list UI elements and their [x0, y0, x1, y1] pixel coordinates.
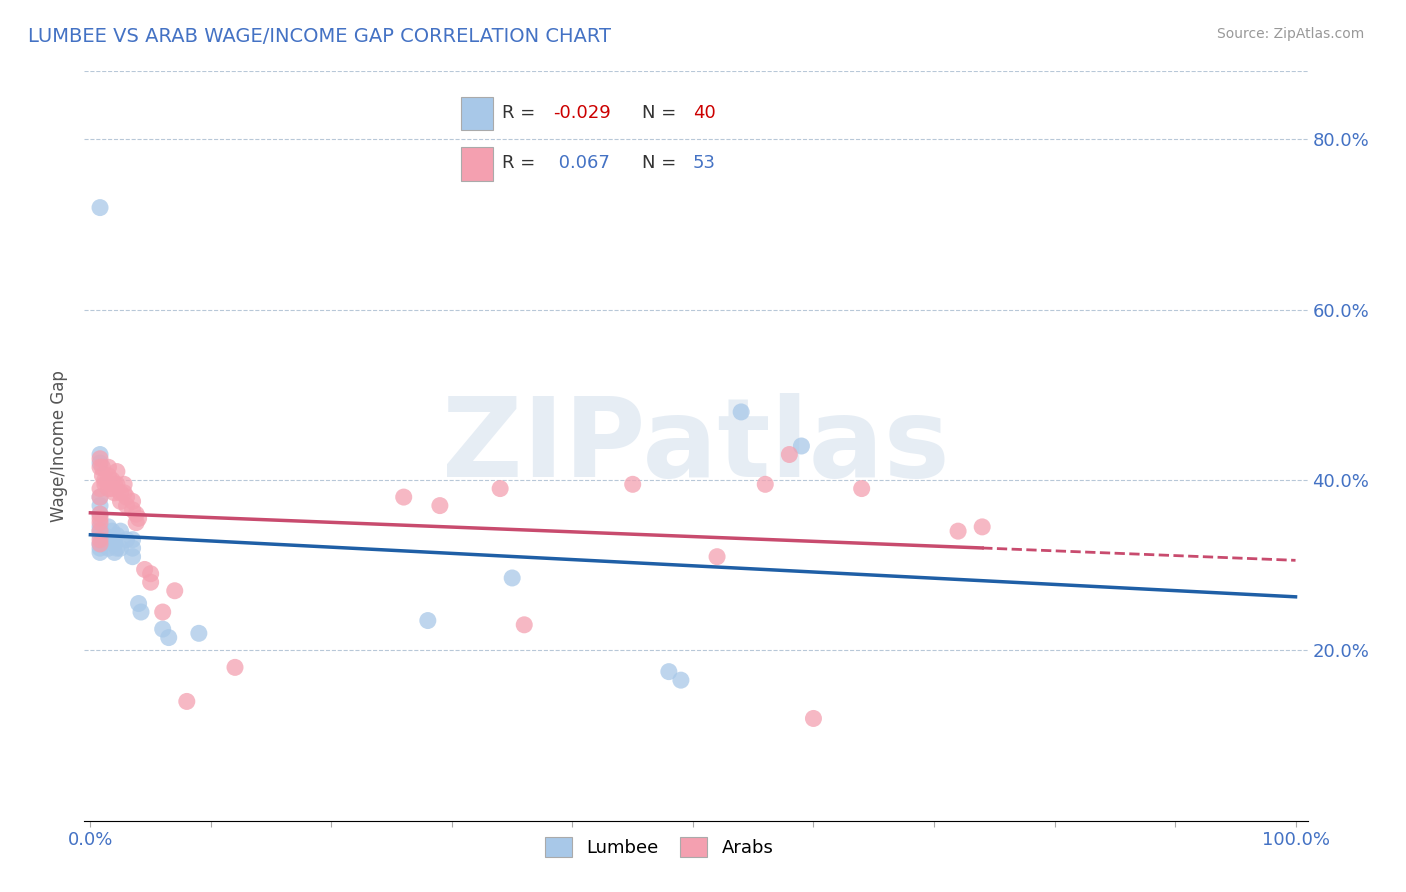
Text: ZIPatlas: ZIPatlas [441, 392, 950, 500]
Point [754, 477, 776, 491]
Point [89, 511, 111, 525]
Point [91, 460, 114, 475]
Point [658, 665, 681, 679]
Point [89, 507, 111, 521]
Point [157, 631, 180, 645]
Point [103, 537, 125, 551]
Point [101, 533, 124, 547]
Point [89, 541, 111, 556]
Point [121, 503, 143, 517]
Point [946, 524, 969, 538]
Point [97, 482, 120, 496]
Point [115, 499, 138, 513]
Point [778, 448, 800, 462]
Point [97, 541, 120, 556]
Point [972, 520, 994, 534]
Point [105, 528, 128, 542]
Point [187, 626, 209, 640]
Point [97, 468, 120, 483]
Text: LUMBEE VS ARAB WAGE/INCOME GAP CORRELATION CHART: LUMBEE VS ARAB WAGE/INCOME GAP CORRELATI… [28, 27, 612, 45]
Point [224, 660, 246, 674]
Point [429, 499, 451, 513]
Point [89, 537, 111, 551]
Point [94, 473, 117, 487]
Point [105, 465, 128, 479]
Point [790, 439, 813, 453]
Point [121, 494, 143, 508]
Point [121, 549, 143, 564]
Point [152, 622, 174, 636]
Point [416, 614, 439, 628]
Point [89, 490, 111, 504]
Y-axis label: Wage/Income Gap: Wage/Income Gap [51, 370, 69, 522]
Point [110, 494, 132, 508]
Point [110, 541, 132, 556]
Text: Source: ZipAtlas.com: Source: ZipAtlas.com [1216, 27, 1364, 41]
Point [89, 533, 111, 547]
Point [110, 485, 132, 500]
Point [94, 533, 117, 547]
Point [105, 477, 128, 491]
Point [112, 485, 135, 500]
Point [89, 545, 111, 559]
Point [101, 524, 124, 538]
Point [115, 490, 138, 504]
Point [89, 524, 111, 538]
Point [125, 516, 148, 530]
Point [621, 477, 644, 491]
Point [730, 405, 752, 419]
Point [89, 520, 111, 534]
Point [103, 477, 125, 491]
Point [115, 533, 138, 547]
Point [851, 482, 873, 496]
Point [103, 485, 125, 500]
Point [89, 499, 111, 513]
Point [89, 201, 111, 215]
Point [501, 571, 523, 585]
Point [89, 482, 111, 496]
Point [89, 490, 111, 504]
Point [125, 507, 148, 521]
Point [94, 477, 117, 491]
Point [112, 477, 135, 491]
Point [89, 448, 111, 462]
Point [513, 617, 536, 632]
Point [139, 566, 162, 581]
Point [803, 711, 825, 725]
Point [89, 456, 111, 470]
Legend: Lumbee, Arabs: Lumbee, Arabs [537, 830, 780, 864]
Point [706, 549, 728, 564]
Point [121, 541, 143, 556]
Point [91, 468, 114, 483]
Point [94, 528, 117, 542]
Point [103, 545, 125, 559]
Point [101, 473, 124, 487]
Point [105, 541, 128, 556]
Point [101, 482, 124, 496]
Point [97, 533, 120, 547]
Point [489, 482, 512, 496]
Point [176, 694, 198, 708]
Point [89, 528, 111, 542]
Point [134, 562, 156, 576]
Point [110, 524, 132, 538]
Point [89, 537, 111, 551]
Point [392, 490, 415, 504]
Point [163, 583, 186, 598]
Point [121, 533, 143, 547]
Point [97, 520, 120, 534]
Point [129, 605, 152, 619]
Point [97, 460, 120, 475]
Point [89, 460, 111, 475]
Point [128, 597, 150, 611]
Point [128, 511, 150, 525]
Point [89, 516, 111, 530]
Point [89, 524, 111, 538]
Point [89, 507, 111, 521]
Point [89, 451, 111, 466]
Point [152, 605, 174, 619]
Point [139, 575, 162, 590]
Point [669, 673, 692, 688]
